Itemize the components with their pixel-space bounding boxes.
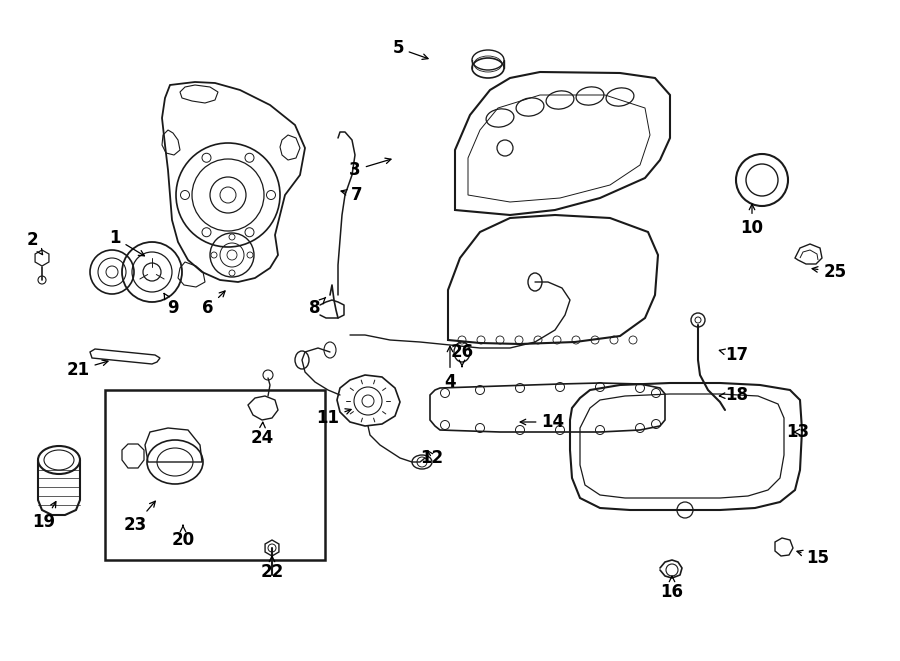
Text: 21: 21	[67, 360, 108, 379]
Text: 23: 23	[123, 501, 156, 534]
Text: 18: 18	[719, 386, 749, 404]
Text: 2: 2	[26, 231, 42, 254]
Text: 4: 4	[445, 346, 455, 391]
Text: 14: 14	[520, 413, 564, 431]
Text: 10: 10	[741, 204, 763, 237]
Text: 26: 26	[450, 343, 473, 367]
Text: 12: 12	[420, 449, 444, 467]
Text: 22: 22	[260, 556, 284, 581]
Text: 15: 15	[797, 549, 830, 567]
Text: 25: 25	[812, 263, 847, 281]
Text: 5: 5	[392, 39, 428, 59]
Text: 9: 9	[164, 293, 179, 317]
Text: 8: 8	[310, 297, 326, 317]
Text: 16: 16	[661, 576, 683, 601]
Text: 7: 7	[341, 186, 363, 204]
Bar	[105, 390, 325, 560]
Text: 6: 6	[202, 291, 225, 317]
Text: 24: 24	[250, 422, 274, 447]
Text: 19: 19	[32, 502, 56, 531]
Text: 17: 17	[719, 346, 749, 364]
Text: 3: 3	[349, 158, 391, 179]
Text: 20: 20	[171, 525, 194, 549]
Text: 13: 13	[787, 423, 810, 441]
Text: 1: 1	[109, 229, 144, 256]
Text: 11: 11	[317, 408, 351, 427]
